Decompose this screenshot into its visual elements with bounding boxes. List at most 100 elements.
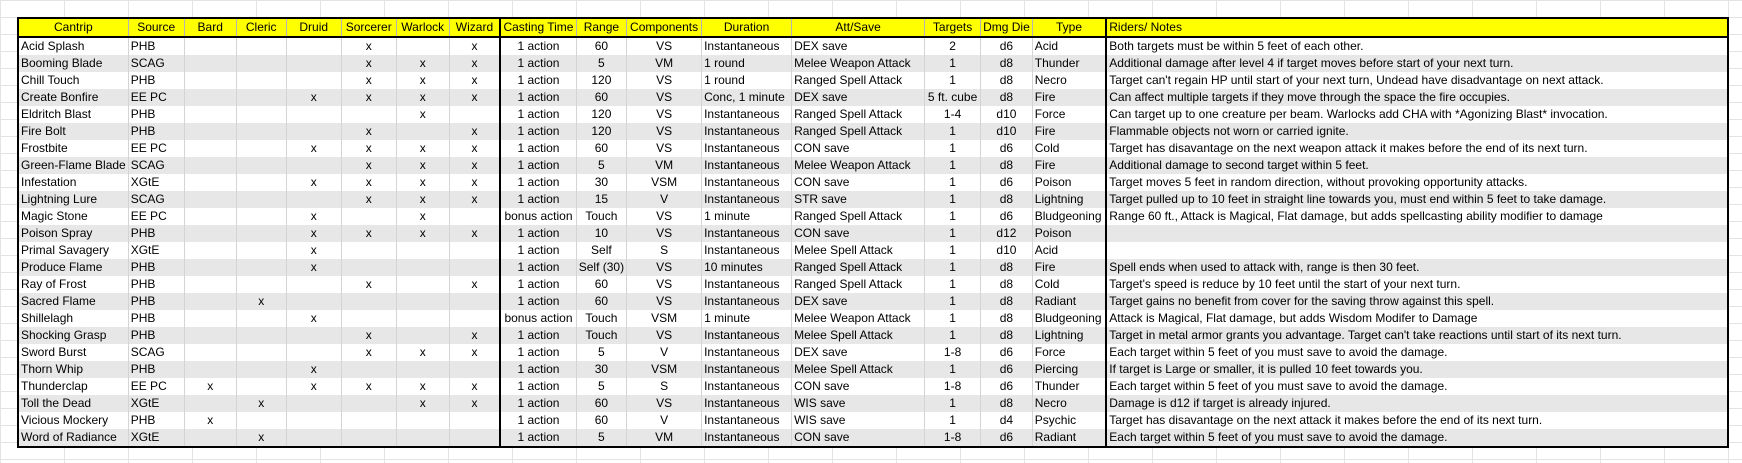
table-cell[interactable]: 1: [924, 157, 981, 174]
table-cell[interactable]: x: [285, 361, 342, 378]
table-cell[interactable]: [235, 327, 287, 344]
table-cell[interactable]: 1: [924, 174, 981, 191]
table-cell[interactable]: [395, 259, 450, 276]
table-cell[interactable]: S: [626, 242, 702, 259]
table-cell[interactable]: [340, 242, 397, 259]
table-cell[interactable]: [183, 327, 237, 344]
table-cell[interactable]: VS: [626, 395, 702, 412]
table-cell[interactable]: d10: [980, 123, 1033, 140]
table-cell[interactable]: [340, 412, 397, 429]
table-cell[interactable]: VS: [626, 106, 702, 123]
table-cell[interactable]: Target has disavantage on the next attac…: [1105, 412, 1729, 429]
table-cell[interactable]: WIS save: [791, 412, 925, 429]
table-cell[interactable]: 1 minute: [701, 208, 792, 225]
table-cell[interactable]: d10: [980, 242, 1033, 259]
table-cell[interactable]: [183, 106, 237, 123]
table-cell[interactable]: 5 ft. cube: [924, 89, 981, 106]
table-cell[interactable]: Necro: [1031, 72, 1107, 89]
column-header[interactable]: Dmg Die: [980, 18, 1033, 38]
column-header[interactable]: Cantrip: [17, 18, 129, 38]
table-cell[interactable]: Each target within 5 feet of you must sa…: [1105, 429, 1729, 447]
table-cell[interactable]: Instantaneous: [701, 344, 792, 361]
table-cell[interactable]: Infestation: [17, 174, 129, 191]
table-cell[interactable]: VS: [626, 293, 702, 310]
table-cell[interactable]: [285, 157, 342, 174]
column-header[interactable]: Riders/ Notes: [1105, 18, 1729, 38]
table-cell[interactable]: [235, 361, 287, 378]
table-cell[interactable]: Force: [1031, 344, 1107, 361]
table-cell[interactable]: [183, 293, 237, 310]
table-cell[interactable]: Instantaneous: [701, 395, 792, 412]
table-cell[interactable]: 1: [924, 395, 981, 412]
table-cell[interactable]: Self (30): [575, 259, 627, 276]
table-cell[interactable]: Melee Weapon Attack: [791, 157, 925, 174]
table-cell[interactable]: Shillelagh: [17, 310, 129, 327]
table-cell[interactable]: Target can't regain HP until start of yo…: [1105, 72, 1729, 89]
table-cell[interactable]: x: [395, 140, 450, 157]
column-header[interactable]: Cleric: [235, 18, 287, 38]
table-cell[interactable]: DEX save: [791, 37, 925, 55]
column-header[interactable]: Targets: [924, 18, 981, 38]
table-cell[interactable]: 1 action: [499, 361, 577, 378]
table-cell[interactable]: Flammable objects not worn or carried ig…: [1105, 123, 1729, 140]
table-cell[interactable]: [395, 276, 450, 293]
table-cell[interactable]: x: [340, 37, 397, 55]
table-cell[interactable]: Radiant: [1031, 293, 1107, 310]
table-cell[interactable]: SCAG: [127, 344, 185, 361]
table-cell[interactable]: Primal Savagery: [17, 242, 129, 259]
table-cell[interactable]: 1: [924, 259, 981, 276]
table-cell[interactable]: EE PC: [127, 140, 185, 157]
table-cell[interactable]: [235, 208, 287, 225]
table-cell[interactable]: [183, 174, 237, 191]
table-cell[interactable]: d8: [980, 259, 1033, 276]
table-cell[interactable]: V: [626, 344, 702, 361]
table-cell[interactable]: Sword Burst: [17, 344, 129, 361]
table-cell[interactable]: x: [285, 89, 342, 106]
table-cell[interactable]: 1 action: [499, 242, 577, 259]
table-cell[interactable]: CON save: [791, 429, 925, 447]
table-cell[interactable]: 1 action: [499, 140, 577, 157]
table-cell[interactable]: 1 action: [499, 123, 577, 140]
table-cell[interactable]: PHB: [127, 72, 185, 89]
table-cell[interactable]: 1: [924, 140, 981, 157]
table-cell[interactable]: [235, 157, 287, 174]
table-cell[interactable]: [235, 412, 287, 429]
table-cell[interactable]: [285, 276, 342, 293]
table-cell[interactable]: x: [448, 37, 501, 55]
table-cell[interactable]: 5: [575, 55, 627, 72]
table-cell[interactable]: x: [285, 208, 342, 225]
table-cell[interactable]: [448, 412, 501, 429]
table-cell[interactable]: VSM: [626, 361, 702, 378]
table-cell[interactable]: Instantaneous: [701, 429, 792, 447]
table-cell[interactable]: Radiant: [1031, 429, 1107, 447]
table-cell[interactable]: VS: [626, 276, 702, 293]
table-cell[interactable]: Word of Radiance: [17, 429, 129, 447]
table-cell[interactable]: [340, 361, 397, 378]
table-cell[interactable]: 1-8: [924, 378, 981, 395]
table-cell[interactable]: d8: [980, 55, 1033, 72]
table-cell[interactable]: [285, 412, 342, 429]
table-cell[interactable]: [183, 191, 237, 208]
table-cell[interactable]: x: [395, 157, 450, 174]
table-cell[interactable]: d6: [980, 378, 1033, 395]
table-cell[interactable]: 1 action: [499, 37, 577, 55]
table-cell[interactable]: [285, 106, 342, 123]
table-cell[interactable]: Instantaneous: [701, 106, 792, 123]
table-cell[interactable]: Ranged Spell Attack: [791, 106, 925, 123]
table-cell[interactable]: Touch: [575, 208, 627, 225]
table-cell[interactable]: x: [395, 191, 450, 208]
table-cell[interactable]: [183, 37, 237, 55]
table-cell[interactable]: CON save: [791, 225, 925, 242]
table-cell[interactable]: PHB: [127, 310, 185, 327]
table-cell[interactable]: VS: [626, 259, 702, 276]
table-cell[interactable]: 1: [924, 293, 981, 310]
table-cell[interactable]: 5: [575, 429, 627, 447]
table-cell[interactable]: 1 action: [499, 191, 577, 208]
table-cell[interactable]: Cold: [1031, 140, 1107, 157]
table-cell[interactable]: 1 action: [499, 412, 577, 429]
table-cell[interactable]: PHB: [127, 259, 185, 276]
table-cell[interactable]: VS: [626, 89, 702, 106]
table-cell[interactable]: x: [448, 140, 501, 157]
table-cell[interactable]: 1 action: [499, 327, 577, 344]
table-cell[interactable]: VS: [626, 37, 702, 55]
